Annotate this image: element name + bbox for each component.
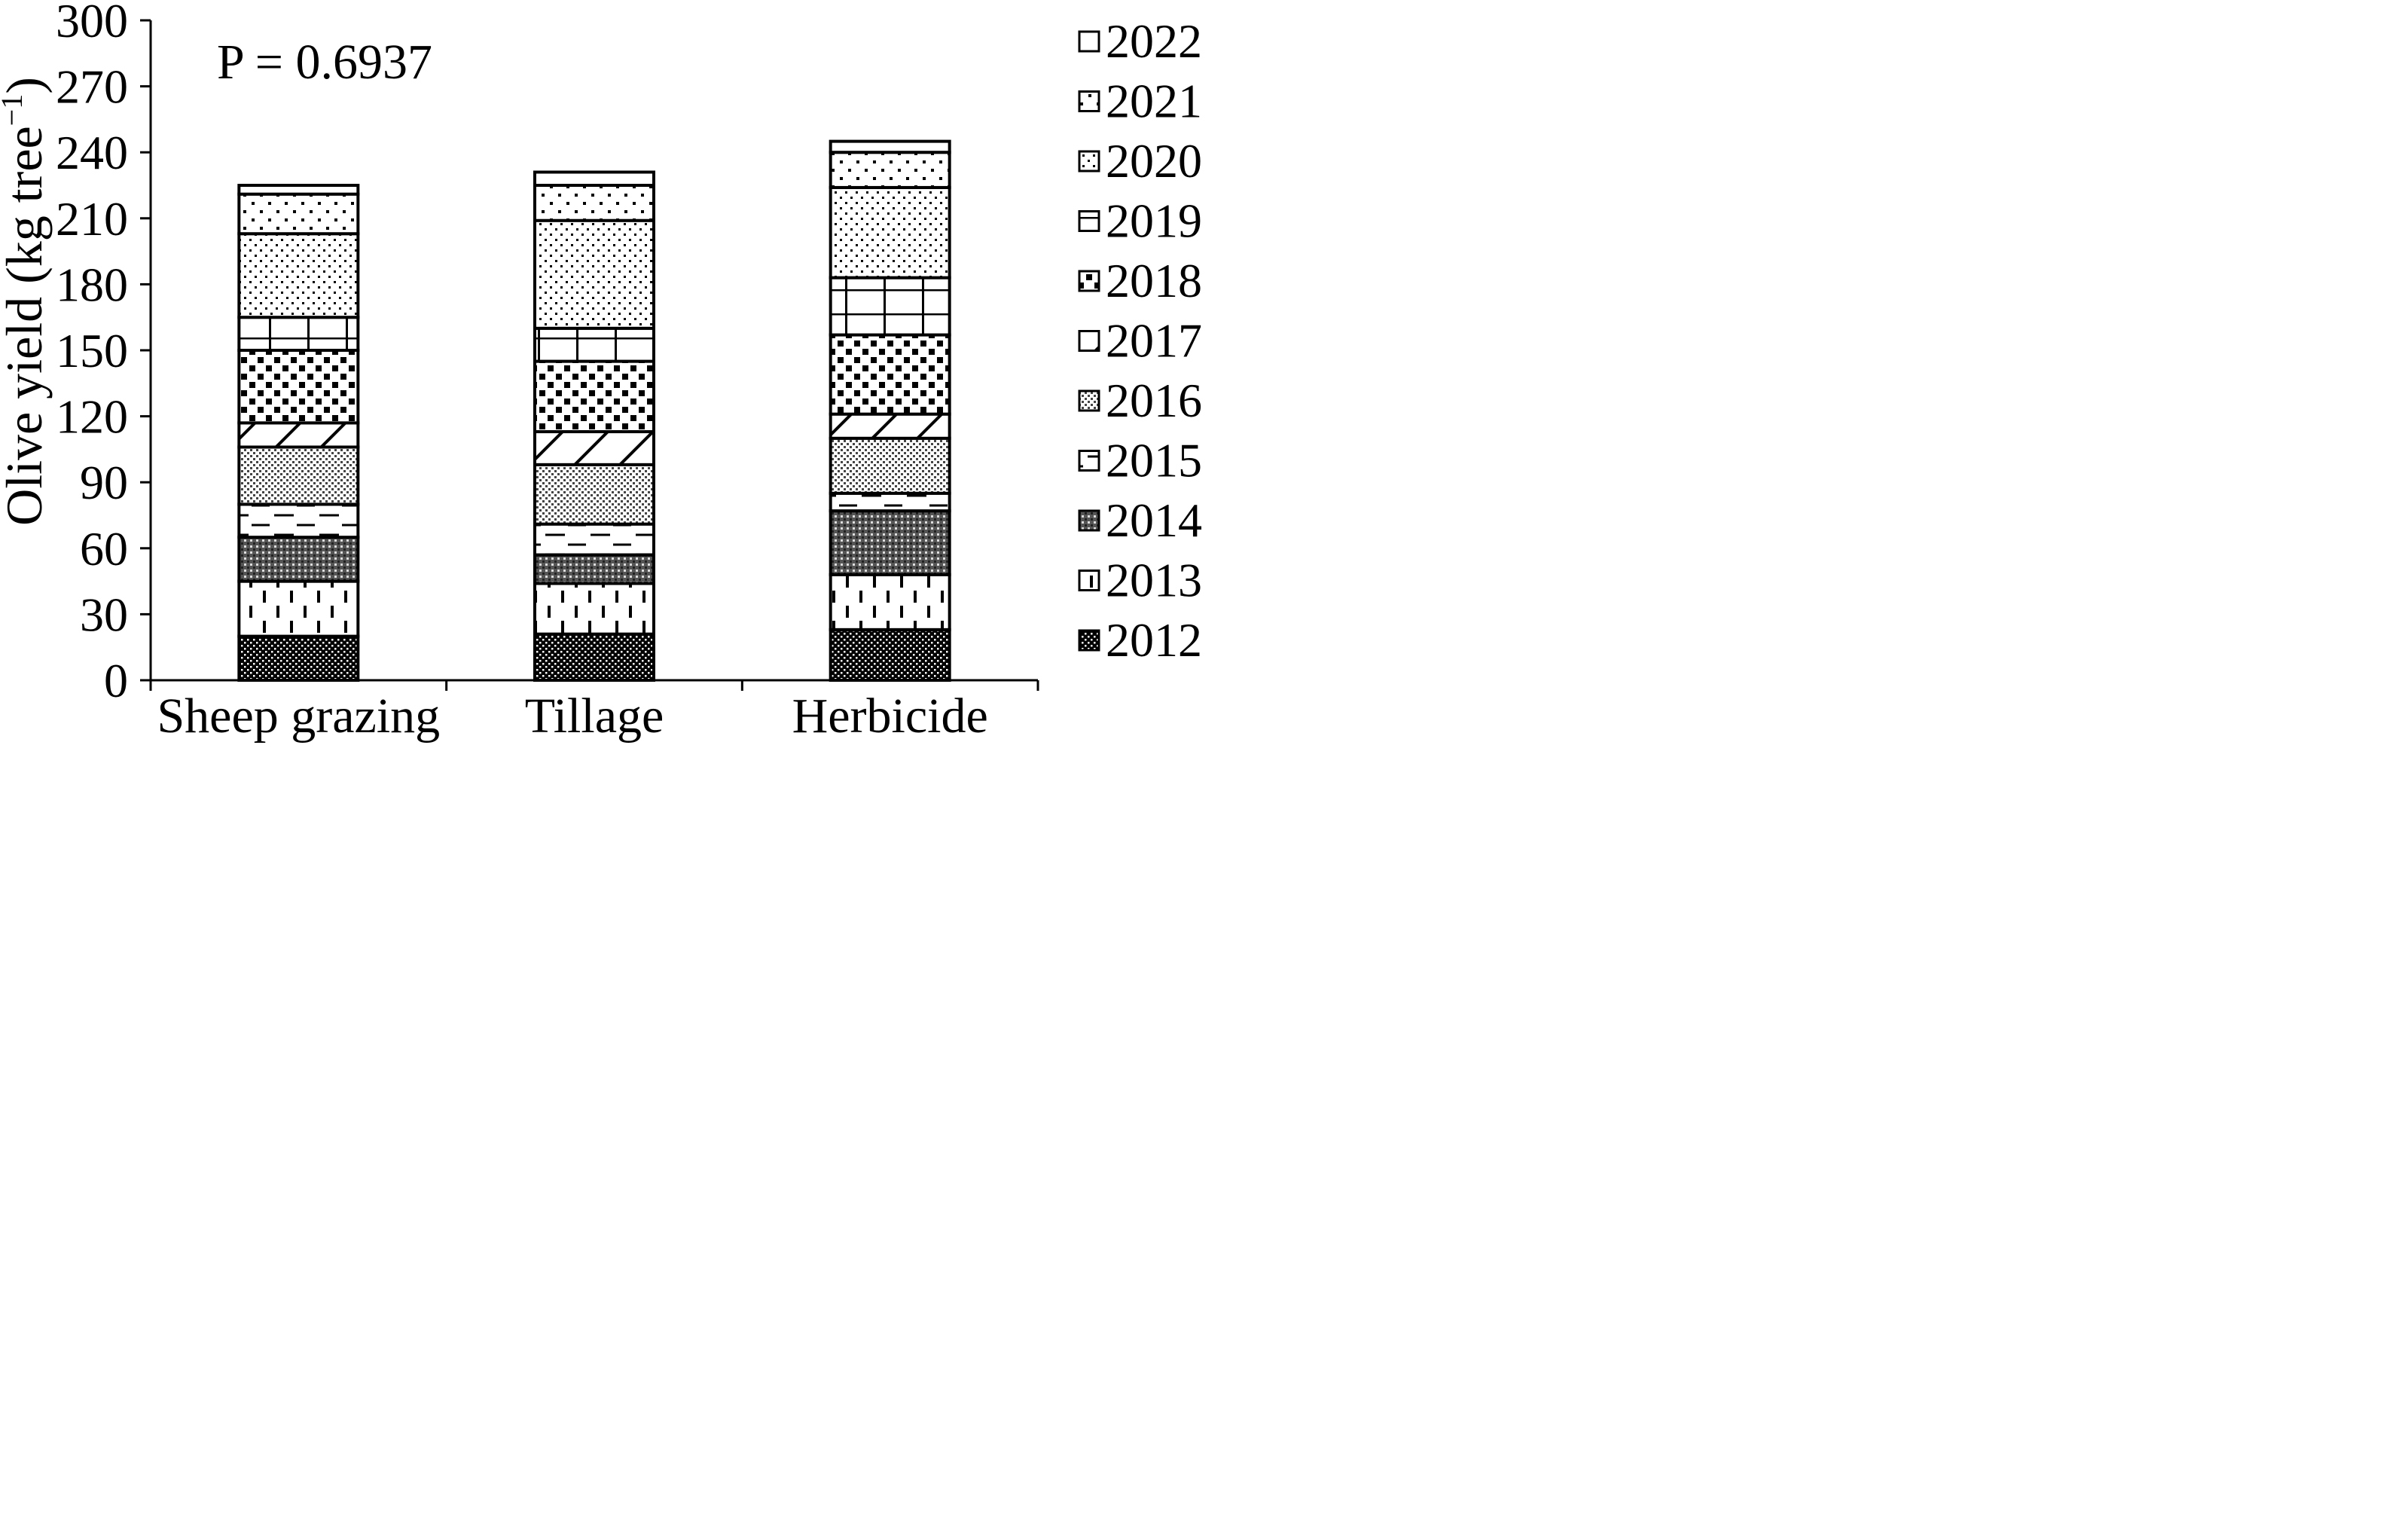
- bar-segment: [237, 502, 360, 539]
- bar-segment: [237, 421, 360, 449]
- legend-label: 2012: [1106, 613, 1202, 667]
- x-tick-label: Tillage: [525, 689, 664, 744]
- legend-swatch: [1078, 330, 1100, 352]
- legend-swatch: [1078, 150, 1100, 173]
- y-tick-label: 270: [56, 60, 128, 114]
- legend-label: 2016: [1106, 374, 1202, 427]
- legend-swatch: [1078, 389, 1100, 412]
- bar-segment: [237, 579, 360, 638]
- bar-segment: [533, 582, 655, 636]
- axes: 0 30 60 90 120 150 180 210 240 270 300 Sheep grazin…: [56, 0, 1039, 744]
- y-tick-label: 300: [56, 0, 128, 47]
- bar-segment: [237, 634, 360, 682]
- bar-segment: [237, 349, 360, 425]
- bar-segment: [237, 316, 360, 353]
- y-axis-label: Olive yield (kg tree−1): [0, 77, 53, 526]
- bar-segment: [533, 463, 655, 526]
- legend-swatch: [1078, 450, 1100, 472]
- legend-swatch: [1078, 570, 1100, 591]
- bar-segment: [829, 333, 951, 416]
- bar-segment: [533, 184, 655, 222]
- legend-label: 2017: [1106, 314, 1202, 368]
- bar-segment: [533, 553, 655, 585]
- bar-segment: [829, 185, 951, 279]
- bar-segment: [533, 170, 655, 187]
- legend-label: 2015: [1106, 434, 1202, 487]
- p-value-annotation: P = 0.6937: [217, 35, 432, 90]
- legend-swatch: [1078, 30, 1100, 53]
- bar-segment: [237, 445, 360, 506]
- bar-segment: [237, 192, 360, 236]
- legend-swatch: [1078, 270, 1100, 292]
- y-tick-label: 180: [56, 258, 128, 311]
- bar-segment: [829, 509, 951, 576]
- y-tick-label: 150: [56, 324, 128, 377]
- x-tick-label: Herbicide: [792, 689, 988, 744]
- bar-segment: [829, 573, 951, 631]
- y-tick-label: 90: [80, 456, 128, 509]
- bar-segment: [829, 412, 951, 440]
- y-tick-label: 240: [56, 126, 128, 179]
- bar-segment: [533, 522, 655, 557]
- y-tick-label: 210: [56, 192, 128, 246]
- bar-segment: [829, 151, 951, 189]
- y-tick-label: 120: [56, 390, 128, 444]
- legend-swatch: [1078, 629, 1100, 652]
- bar-segment: [829, 139, 951, 154]
- legend-label: 2014: [1106, 493, 1202, 547]
- bar-segment: [237, 232, 360, 319]
- legend-label: 2019: [1106, 194, 1202, 248]
- legend-swatch: [1078, 90, 1100, 112]
- legend-label: 2013: [1106, 554, 1202, 607]
- y-tick-label: 30: [80, 588, 128, 641]
- x-tick-label: Sheep grazing: [157, 689, 440, 744]
- legend-label: 2021: [1106, 75, 1202, 128]
- bar-segment: [533, 632, 655, 682]
- bar-segment: [533, 326, 655, 363]
- bar-segment: [533, 218, 655, 330]
- bar-segment: [829, 491, 951, 513]
- bar-segment: [237, 184, 360, 196]
- legend-label: 2020: [1106, 134, 1202, 188]
- bar-segment: [533, 359, 655, 434]
- bar-segment: [829, 628, 951, 683]
- legend-label: 2022: [1106, 14, 1202, 68]
- y-tick-label: 0: [104, 654, 128, 707]
- y-tick-label: 60: [80, 522, 128, 576]
- legend-swatch: [1078, 210, 1100, 232]
- bars-group: [237, 139, 951, 683]
- bar-segment: [829, 276, 951, 337]
- legend-label: 2018: [1106, 254, 1202, 307]
- bar-segment: [829, 436, 951, 495]
- legend: 2022 2021 2020 2019 2018 2017 2016 2015 2014 2013…: [1078, 14, 1202, 667]
- legend-swatch: [1078, 509, 1100, 532]
- bar-segment: [533, 430, 655, 466]
- bar-segment: [237, 536, 360, 583]
